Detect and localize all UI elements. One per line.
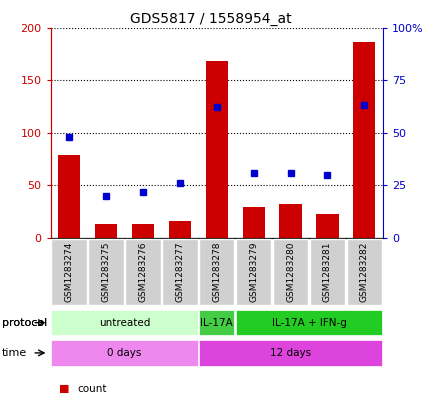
FancyBboxPatch shape <box>162 239 198 305</box>
Bar <box>132 224 154 238</box>
Text: protocol: protocol <box>2 318 48 328</box>
Text: GSM1283277: GSM1283277 <box>175 242 184 302</box>
FancyBboxPatch shape <box>199 340 382 365</box>
Bar <box>279 204 301 238</box>
Bar <box>353 42 375 238</box>
FancyBboxPatch shape <box>236 310 382 335</box>
Text: GSM1283279: GSM1283279 <box>249 242 258 302</box>
Text: GSM1283274: GSM1283274 <box>65 242 73 302</box>
Text: GSM1283280: GSM1283280 <box>286 242 295 302</box>
Text: protocol: protocol <box>2 318 48 328</box>
Bar <box>169 221 191 238</box>
FancyBboxPatch shape <box>199 310 235 335</box>
FancyBboxPatch shape <box>51 340 198 365</box>
Bar <box>58 155 80 238</box>
Text: time: time <box>2 348 27 358</box>
FancyBboxPatch shape <box>347 239 382 305</box>
FancyBboxPatch shape <box>125 239 161 305</box>
Text: GDS5817 / 1558954_at: GDS5817 / 1558954_at <box>130 12 292 26</box>
Text: count: count <box>77 384 106 393</box>
Bar <box>205 61 228 238</box>
Text: GSM1283276: GSM1283276 <box>138 242 147 302</box>
Text: IL-17A + IFN-g: IL-17A + IFN-g <box>271 318 346 328</box>
Text: GSM1283278: GSM1283278 <box>212 242 221 302</box>
Text: untreated: untreated <box>99 318 150 328</box>
FancyBboxPatch shape <box>236 239 271 305</box>
FancyBboxPatch shape <box>310 239 345 305</box>
FancyBboxPatch shape <box>51 310 198 335</box>
Bar <box>316 213 338 238</box>
FancyBboxPatch shape <box>199 239 235 305</box>
FancyBboxPatch shape <box>51 239 87 305</box>
Bar <box>95 224 117 238</box>
Text: GSM1283281: GSM1283281 <box>323 242 332 302</box>
Text: IL-17A: IL-17A <box>200 318 233 328</box>
FancyBboxPatch shape <box>88 239 124 305</box>
Text: 12 days: 12 days <box>270 348 311 358</box>
Bar <box>242 207 265 238</box>
FancyBboxPatch shape <box>273 239 308 305</box>
Text: ■: ■ <box>59 384 70 393</box>
Text: GSM1283275: GSM1283275 <box>102 242 110 302</box>
Text: 0 days: 0 days <box>107 348 142 358</box>
Text: GSM1283282: GSM1283282 <box>360 242 369 302</box>
